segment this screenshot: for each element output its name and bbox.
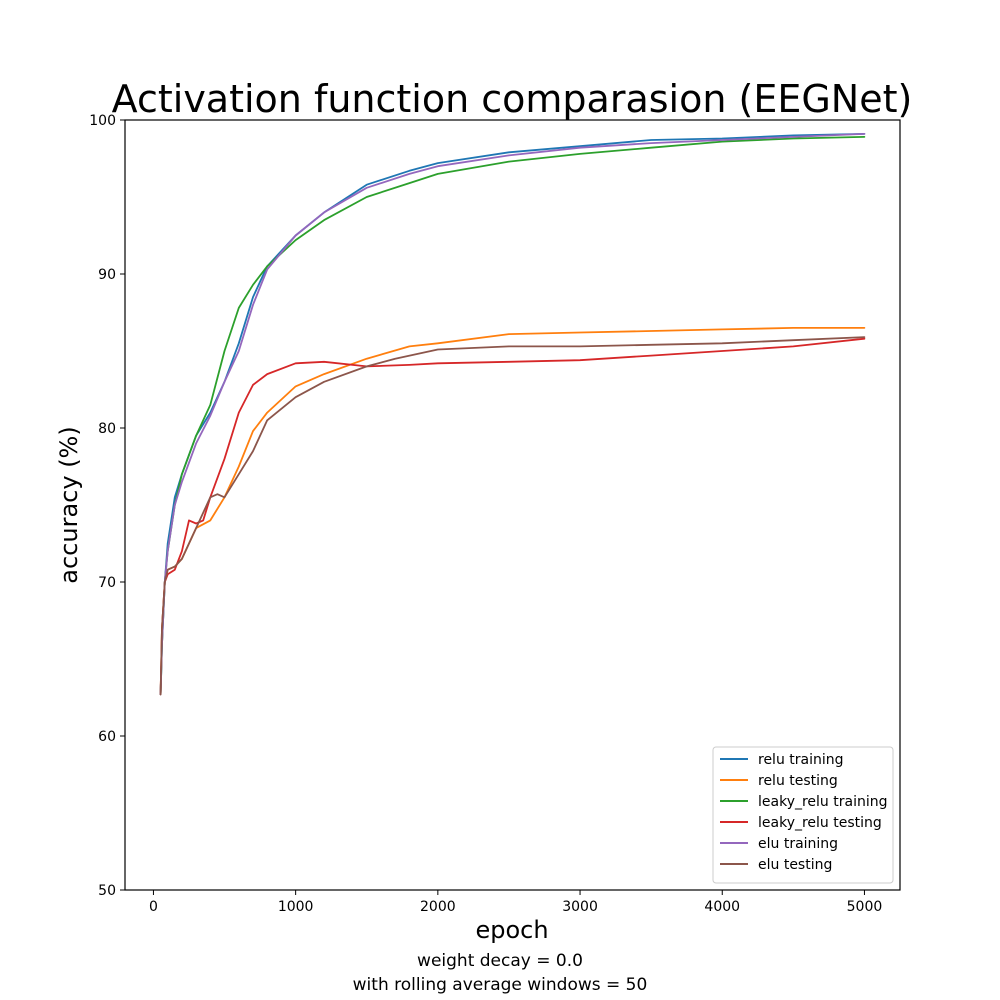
- x-tick-label: 1000: [278, 899, 314, 915]
- y-tick-label: 100: [89, 113, 116, 129]
- chart-title: Activation function comparasion (EEGNet): [112, 77, 913, 121]
- x-axis-label: epoch: [475, 916, 548, 944]
- y-tick-label: 90: [98, 267, 116, 283]
- plot-frame: [124, 119, 901, 891]
- x-tick-label: 3000: [562, 899, 598, 915]
- legend: relu training relu testing leaky_relu trai…: [712, 746, 894, 884]
- caption-weight-decay: weight decay = 0.0: [417, 951, 583, 971]
- legend-label: elu training: [758, 836, 838, 852]
- y-tick-label: 50: [98, 883, 116, 899]
- y-tick-label: 70: [98, 575, 116, 591]
- legend-label: leaky_relu training: [758, 794, 888, 810]
- y-tick-label: 60: [98, 729, 116, 745]
- series-layer: [159, 132, 866, 696]
- y-axis-label: accuracy (%): [55, 426, 83, 583]
- x-tick-label: 5000: [847, 899, 883, 915]
- y-tick-label: 80: [98, 421, 116, 437]
- legend-box: [712, 746, 894, 884]
- legend-label: relu testing: [758, 773, 838, 789]
- legend-label: leaky_relu testing: [758, 815, 882, 831]
- x-tick-label: 4000: [704, 899, 740, 915]
- series-line-elu-training: [159, 132, 866, 696]
- x-tick-label: 2000: [420, 899, 456, 915]
- legend-label: elu testing: [758, 857, 832, 873]
- caption-rolling-window: with rolling average windows = 50: [353, 975, 648, 995]
- x-tick-label: 0: [149, 899, 158, 915]
- legend-label: relu training: [758, 752, 844, 768]
- series-line-leaky-relu-testing: [159, 337, 866, 696]
- series-line-elu-testing: [159, 336, 866, 696]
- ticks-layer: 0 1000 2000 3000 4000 5000 50 60 70 80 90 100: [89, 113, 882, 915]
